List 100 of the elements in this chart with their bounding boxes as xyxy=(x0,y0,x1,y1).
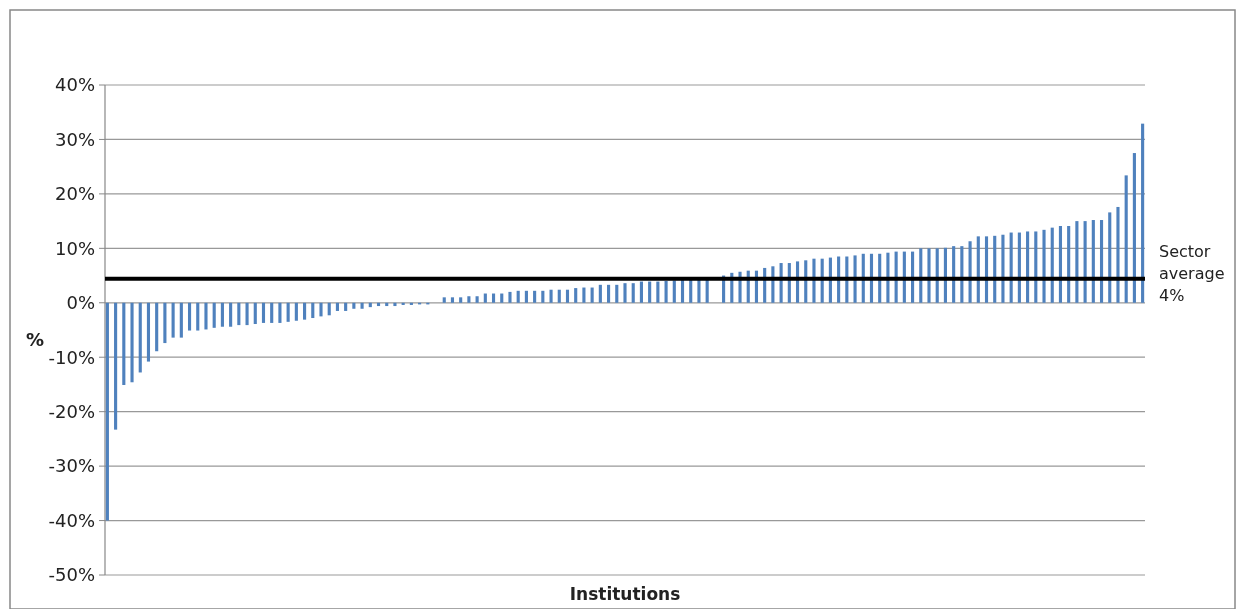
bar xyxy=(541,290,545,303)
bar xyxy=(270,302,274,323)
bar xyxy=(639,281,643,303)
bar xyxy=(450,297,455,303)
bar xyxy=(968,241,972,303)
bar xyxy=(204,302,208,330)
bar xyxy=(253,302,257,325)
bar xyxy=(565,289,570,303)
bar xyxy=(467,296,471,303)
bar xyxy=(294,302,298,321)
bar xyxy=(319,302,323,317)
bar xyxy=(533,290,537,303)
bar xyxy=(516,290,520,303)
y-tick-label: -50% xyxy=(48,564,95,586)
bar xyxy=(631,283,635,303)
bar xyxy=(976,236,980,303)
bar xyxy=(1050,227,1054,303)
bar xyxy=(1124,175,1128,303)
bar xyxy=(261,302,266,323)
bar xyxy=(163,302,167,344)
bar xyxy=(1108,212,1112,303)
bar xyxy=(648,281,652,303)
bar xyxy=(483,293,487,303)
bar xyxy=(1091,220,1095,303)
bar xyxy=(114,302,118,430)
bar xyxy=(524,290,528,303)
bar xyxy=(1141,123,1145,303)
bar xyxy=(656,281,660,303)
bar xyxy=(171,302,175,338)
bar xyxy=(155,302,159,352)
ref-line-label: Sector average 4% xyxy=(1159,241,1225,305)
bar xyxy=(1083,221,1087,303)
bar xyxy=(557,289,561,303)
bar xyxy=(278,302,282,323)
bar xyxy=(1075,221,1079,303)
bar xyxy=(689,279,693,303)
bar xyxy=(1042,229,1046,303)
bar xyxy=(590,287,594,303)
y-axis-title: % xyxy=(25,329,45,350)
bar xyxy=(442,297,446,303)
bar xyxy=(952,246,956,303)
bar xyxy=(672,280,676,303)
bar xyxy=(491,293,496,303)
bar xyxy=(122,302,126,385)
bar xyxy=(598,284,602,303)
bar xyxy=(303,302,307,320)
bar xyxy=(335,302,339,311)
bar xyxy=(623,283,627,303)
bar xyxy=(607,284,611,303)
bar xyxy=(138,302,142,373)
bar xyxy=(574,288,578,303)
y-tick-label: -30% xyxy=(48,455,95,477)
bar xyxy=(582,287,586,303)
bar xyxy=(1026,231,1030,303)
bar xyxy=(352,302,356,309)
bar xyxy=(475,296,479,303)
bar xyxy=(105,302,109,521)
y-tick-label: 10% xyxy=(54,237,95,259)
bar xyxy=(935,248,939,303)
bar xyxy=(286,302,290,322)
bar xyxy=(1099,220,1104,303)
bar xyxy=(1001,234,1005,303)
bar xyxy=(500,293,504,303)
bar xyxy=(220,302,224,327)
bar xyxy=(237,302,241,326)
bar xyxy=(1058,226,1063,303)
bar xyxy=(680,279,685,303)
bar xyxy=(1067,226,1071,303)
bar xyxy=(212,302,216,328)
bar xyxy=(311,302,315,319)
bar xyxy=(187,302,192,331)
y-tick-label: 40% xyxy=(54,74,95,96)
bar xyxy=(1009,232,1013,303)
bar xyxy=(393,302,397,307)
bar xyxy=(993,235,997,303)
bar xyxy=(984,236,989,303)
bar xyxy=(1017,232,1021,303)
bar xyxy=(812,258,816,303)
bar xyxy=(927,248,931,303)
y-tick-label: -10% xyxy=(48,346,95,368)
y-tick-label: 30% xyxy=(54,128,95,150)
x-axis-title: Institutions xyxy=(569,584,681,604)
bar xyxy=(229,302,233,327)
bar xyxy=(549,289,553,303)
bar xyxy=(196,302,200,331)
bar xyxy=(664,281,668,303)
y-tick-label: 20% xyxy=(54,183,95,205)
y-tick-label: -40% xyxy=(48,509,95,531)
bar xyxy=(1132,153,1136,303)
bar xyxy=(179,302,183,338)
bar xyxy=(697,278,701,303)
y-tick-label: -20% xyxy=(48,400,95,422)
bar xyxy=(615,284,619,303)
bar xyxy=(327,302,331,316)
bar xyxy=(508,291,512,303)
bar xyxy=(344,302,348,311)
bar xyxy=(376,302,381,307)
bar xyxy=(360,302,364,309)
bar xyxy=(245,302,249,326)
bar xyxy=(146,302,151,362)
